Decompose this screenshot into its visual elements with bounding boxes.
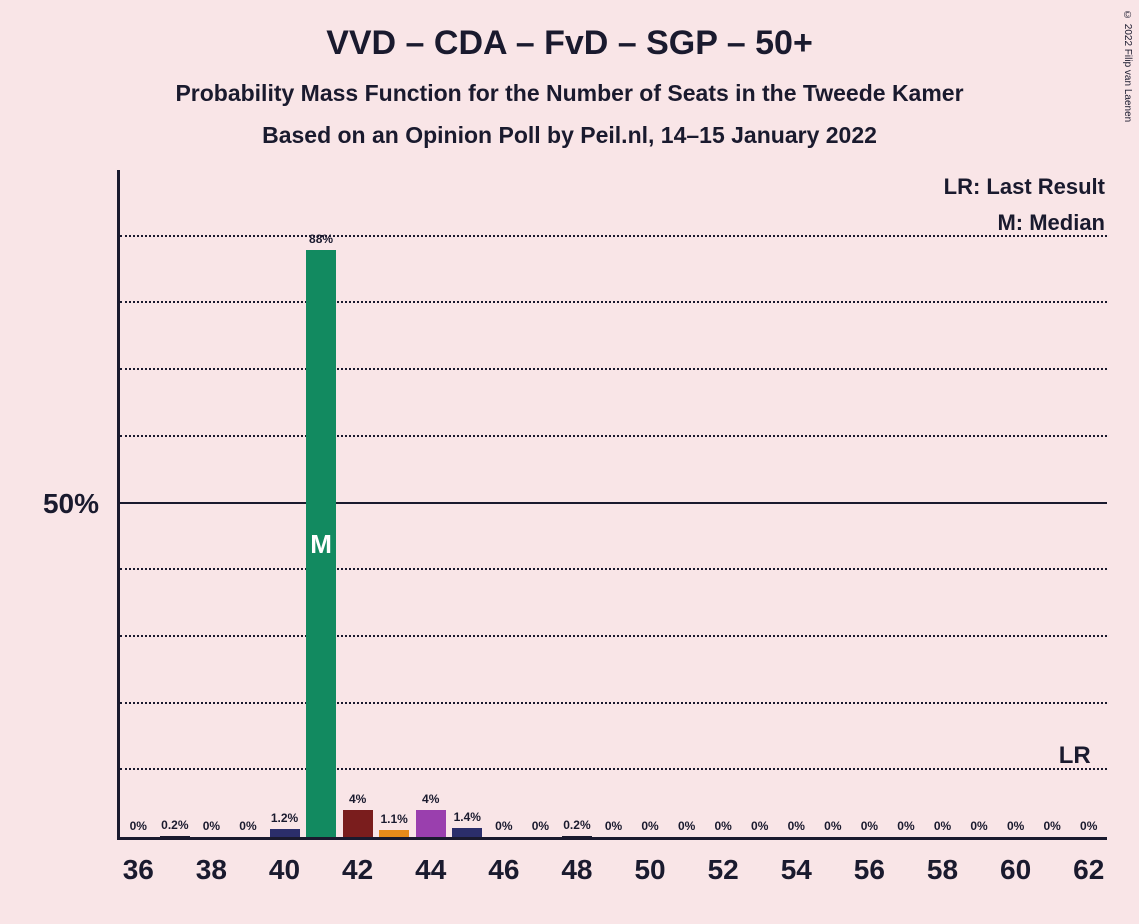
gridline [120,301,1107,303]
bar-value-label: 88% [309,232,333,246]
bar: 1.1% [379,830,409,837]
x-axis-tick: 62 [1073,854,1104,886]
x-axis-tick: 36 [123,854,154,886]
bar-value-label: 0% [203,819,220,833]
bar-value-label: 0% [130,819,147,833]
bar-chart: 50%0%0.2%0%0%1.2%88%M4%1.1%4%1.4%0%0%0.2… [117,170,1107,840]
x-axis-tick: 38 [196,854,227,886]
bar: 0.2% [562,836,592,837]
x-axis-tick: 40 [269,854,300,886]
bar-value-label: 4% [349,792,366,806]
gridline [120,368,1107,370]
bar: 1.4% [452,828,482,837]
y-axis [117,170,120,840]
bar-value-label: 0.2% [563,818,590,832]
bar-value-label: 0% [641,819,658,833]
bar-value-label: 0% [751,819,768,833]
x-axis-tick: 56 [854,854,885,886]
bar-value-label: 1.1% [380,812,407,826]
bar-value-label: 0% [678,819,695,833]
bar-value-label: 0% [934,819,951,833]
last-result-marker: LR [1059,742,1091,770]
chart-subtitle-2: Based on an Opinion Poll by Peil.nl, 14–… [0,122,1139,149]
chart-subtitle-1: Probability Mass Function for the Number… [0,80,1139,107]
x-axis-tick: 48 [561,854,592,886]
bar: 0.2% [160,836,190,837]
bar-value-label: 1.2% [271,811,298,825]
x-axis-tick: 58 [927,854,958,886]
bar-value-label: 0% [1080,819,1097,833]
x-axis-tick: 54 [781,854,812,886]
gridline [120,435,1107,437]
gridline [120,768,1107,770]
gridline [120,702,1107,704]
bar-value-label: 4% [422,792,439,806]
bar-value-label: 0% [1043,819,1060,833]
chart-title: VVD – CDA – FvD – SGP – 50+ [0,24,1139,63]
bar-value-label: 0% [897,819,914,833]
x-axis-tick: 42 [342,854,373,886]
x-axis-tick: 60 [1000,854,1031,886]
gridline [120,635,1107,637]
x-axis-tick: 50 [634,854,665,886]
bar-value-label: 0% [605,819,622,833]
bar-value-label: 0% [495,819,512,833]
bar-value-label: 0% [714,819,731,833]
y-axis-label: 50% [43,488,99,520]
bar-value-label: 0.2% [161,818,188,832]
bar-value-label: 1.4% [454,810,481,824]
bar-value-label: 0% [239,819,256,833]
x-axis [117,837,1107,840]
bar: 88%M [306,250,336,837]
gridline [120,568,1107,570]
gridline [120,502,1107,504]
bar-value-label: 0% [788,819,805,833]
chart-container: VVD – CDA – FvD – SGP – 50+ Probability … [0,0,1139,924]
bar-value-label: 0% [1007,819,1024,833]
x-axis-tick: 44 [415,854,446,886]
bar: 1.2% [270,829,300,837]
bar: 4% [416,810,446,837]
copyright-text: © 2022 Filip van Laenen [1122,10,1133,122]
gridline [120,235,1107,237]
bar-value-label: 0% [970,819,987,833]
x-axis-tick: 46 [488,854,519,886]
bar-value-label: 0% [861,819,878,833]
median-marker: M [310,529,332,560]
x-axis-tick: 52 [708,854,739,886]
bar-value-label: 0% [532,819,549,833]
bar-value-label: 0% [824,819,841,833]
bar: 4% [343,810,373,837]
